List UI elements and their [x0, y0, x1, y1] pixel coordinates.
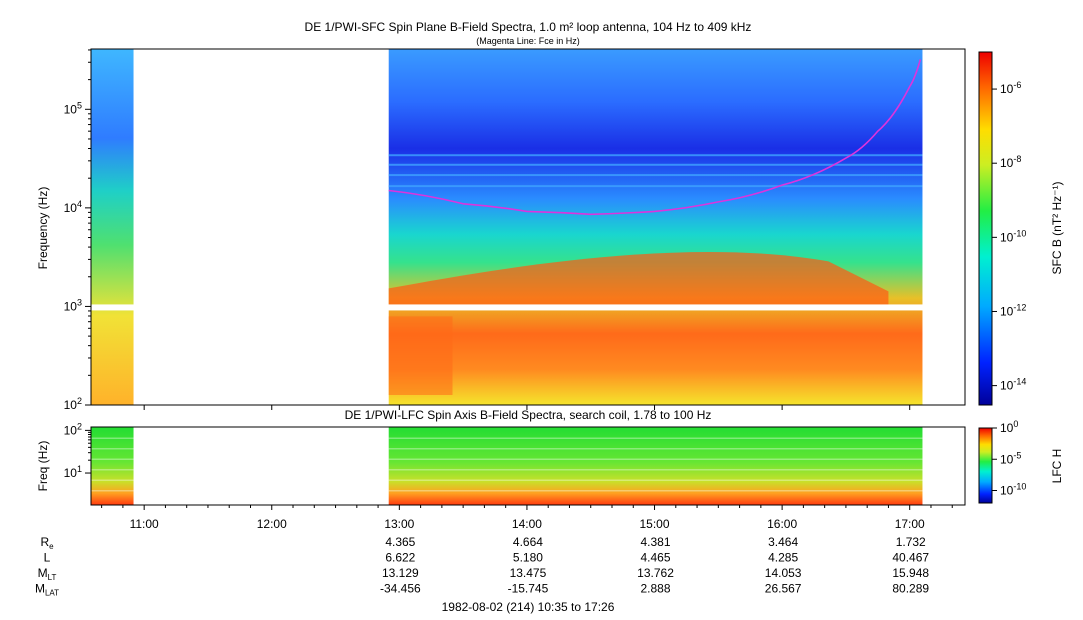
ephemeris-row-label: MLAT	[35, 582, 59, 598]
ephemeris-row-label: Re	[40, 535, 54, 551]
lfc-channel-divider	[388, 448, 923, 450]
sfc-spectrogram	[90, 48, 966, 406]
sfc-y-tick-label: 104	[64, 199, 82, 215]
ephemeris-row-label: L	[44, 551, 51, 565]
sfc-y-tick-label: 103	[64, 297, 82, 313]
sfc-colorbar-tick-label: 10-6	[1000, 80, 1021, 96]
sfc-low-band	[388, 316, 453, 395]
sfc-data-segment	[91, 49, 134, 405]
lfc-data-segment	[91, 427, 134, 505]
ephemeris-value: 5.180	[513, 551, 543, 565]
lfc-channel-divider	[388, 437, 923, 439]
lfc-data-segment	[388, 427, 923, 505]
fce-line	[388, 59, 922, 216]
sfc-spectrogram-image	[91, 49, 965, 405]
sfc-y-tick-label: 105	[64, 100, 82, 116]
ephemeris-value: 2.888	[641, 582, 671, 596]
ephemeris-value: 13.475	[510, 566, 547, 580]
time-tick-label: 14:00	[512, 517, 542, 531]
lfc-spectrogram	[90, 426, 966, 506]
lfc-channel-divider	[91, 448, 134, 450]
sfc-interference-line	[388, 163, 923, 166]
lfc-y-axis: 101 102	[64, 421, 91, 480]
lfc-title: DE 1/PWI-LFC Spin Axis B-Field Spectra, …	[345, 408, 712, 422]
ephemeris-value: 13.129	[382, 566, 419, 580]
lfc-y-tick-label: 102	[64, 421, 82, 437]
sfc-colorbar-tick-label: 10-10	[1000, 228, 1026, 244]
time-tick-label: 16:00	[767, 517, 797, 531]
ephemeris-value: 4.664	[513, 535, 543, 549]
lfc-colorbar-tick-label: 100	[1000, 419, 1018, 435]
sfc-colorbar-tick-label: 10-12	[1000, 302, 1026, 318]
time-tick-label: 13:00	[384, 517, 414, 531]
ephemeris-value: 4.381	[641, 535, 671, 549]
lfc-channel-divider	[388, 458, 923, 460]
sfc-interference-line	[388, 185, 923, 188]
ephemeris-value: 4.285	[768, 551, 798, 565]
sfc-y-tick-label: 102	[64, 396, 82, 412]
ephemeris-value: -34.456	[380, 582, 421, 596]
lfc-spectrogram-image	[91, 427, 923, 505]
ephemeris-value: -15.745	[508, 582, 549, 596]
sfc-title: DE 1/PWI-SFC Spin Plane B-Field Spectra,…	[305, 20, 752, 34]
ephemeris-value: 40.467	[892, 551, 929, 565]
sfc-subtitle: (Magenta Line: Fce in Hz)	[476, 36, 580, 46]
ephemeris-value: 4.365	[385, 535, 415, 549]
ephemeris-value: 15.948	[892, 566, 929, 580]
ephemeris-table: Re 4.365 4.664 4.381 3.464 1.732 L 6.622 5.180 4.…	[35, 535, 929, 598]
lfc-channel-divider	[388, 490, 923, 492]
ephemeris-value: 26.567	[765, 582, 802, 596]
lfc-channel-divider	[91, 437, 134, 439]
time-tick-label: 11:00	[130, 517, 159, 531]
lfc-plot-frame	[90, 426, 966, 506]
lfc-colorbar-label: LFC H	[1050, 449, 1064, 484]
sfc-y-axis: 102 103 104 105	[64, 49, 91, 412]
lfc-channel-divider	[388, 469, 923, 471]
lfc-y-axis-label: Freq (Hz)	[36, 441, 50, 492]
time-tick-label: 17:00	[895, 517, 925, 531]
ephemeris-value: 6.622	[385, 551, 415, 565]
time-axis: 11:00 12:00 13:00 14:00 15:00 16:00 17:00	[101, 405, 953, 531]
sfc-colorbar-label: SFC B (nT² Hz⁻¹)	[1050, 182, 1064, 275]
ephemeris-row-label: MLT	[38, 566, 57, 582]
sfc-band-gap	[91, 304, 965, 311]
ephemeris-value: 13.762	[637, 566, 674, 580]
lfc-channel-divider	[91, 458, 134, 460]
sfc-colorbar-tick-label: 10-8	[1000, 154, 1021, 170]
lfc-colorbar: 100 10-5 10-10	[978, 419, 1026, 504]
sfc-interference-line	[388, 154, 923, 157]
lfc-colorbar-tick-label: 10-5	[1000, 450, 1021, 466]
ephemeris-value: 14.053	[765, 566, 802, 580]
lfc-y-tick-label: 101	[64, 464, 82, 480]
sfc-interference-line	[388, 174, 923, 177]
time-tick-label: 15:00	[640, 517, 670, 531]
ephemeris-value: 1.732	[896, 535, 926, 549]
sfc-colorbar: 10-6 10-8 10-10 10-12 10-14	[978, 51, 1026, 406]
lfc-channel-divider	[91, 479, 134, 481]
lfc-channel-divider	[91, 469, 134, 471]
ephemeris-value: 3.464	[768, 535, 798, 549]
lfc-channel-divider	[91, 490, 134, 492]
ephemeris-value: 4.465	[641, 551, 671, 565]
sfc-data-segment	[388, 49, 923, 405]
time-range-footer: 1982-08-02 (214) 10:35 to 17:26	[442, 600, 615, 614]
sfc-plot-frame	[90, 48, 966, 406]
lfc-colorbar-tick-label: 10-10	[1000, 482, 1026, 498]
lfc-channel-divider	[388, 479, 923, 481]
sfc-colorbar-tick-label: 10-14	[1000, 377, 1026, 393]
time-tick-label: 12:00	[257, 517, 287, 531]
sfc-y-axis-label: Frequency (Hz)	[36, 187, 50, 270]
sfc-hiss-band	[388, 251, 889, 307]
ephemeris-value: 80.289	[892, 582, 929, 596]
